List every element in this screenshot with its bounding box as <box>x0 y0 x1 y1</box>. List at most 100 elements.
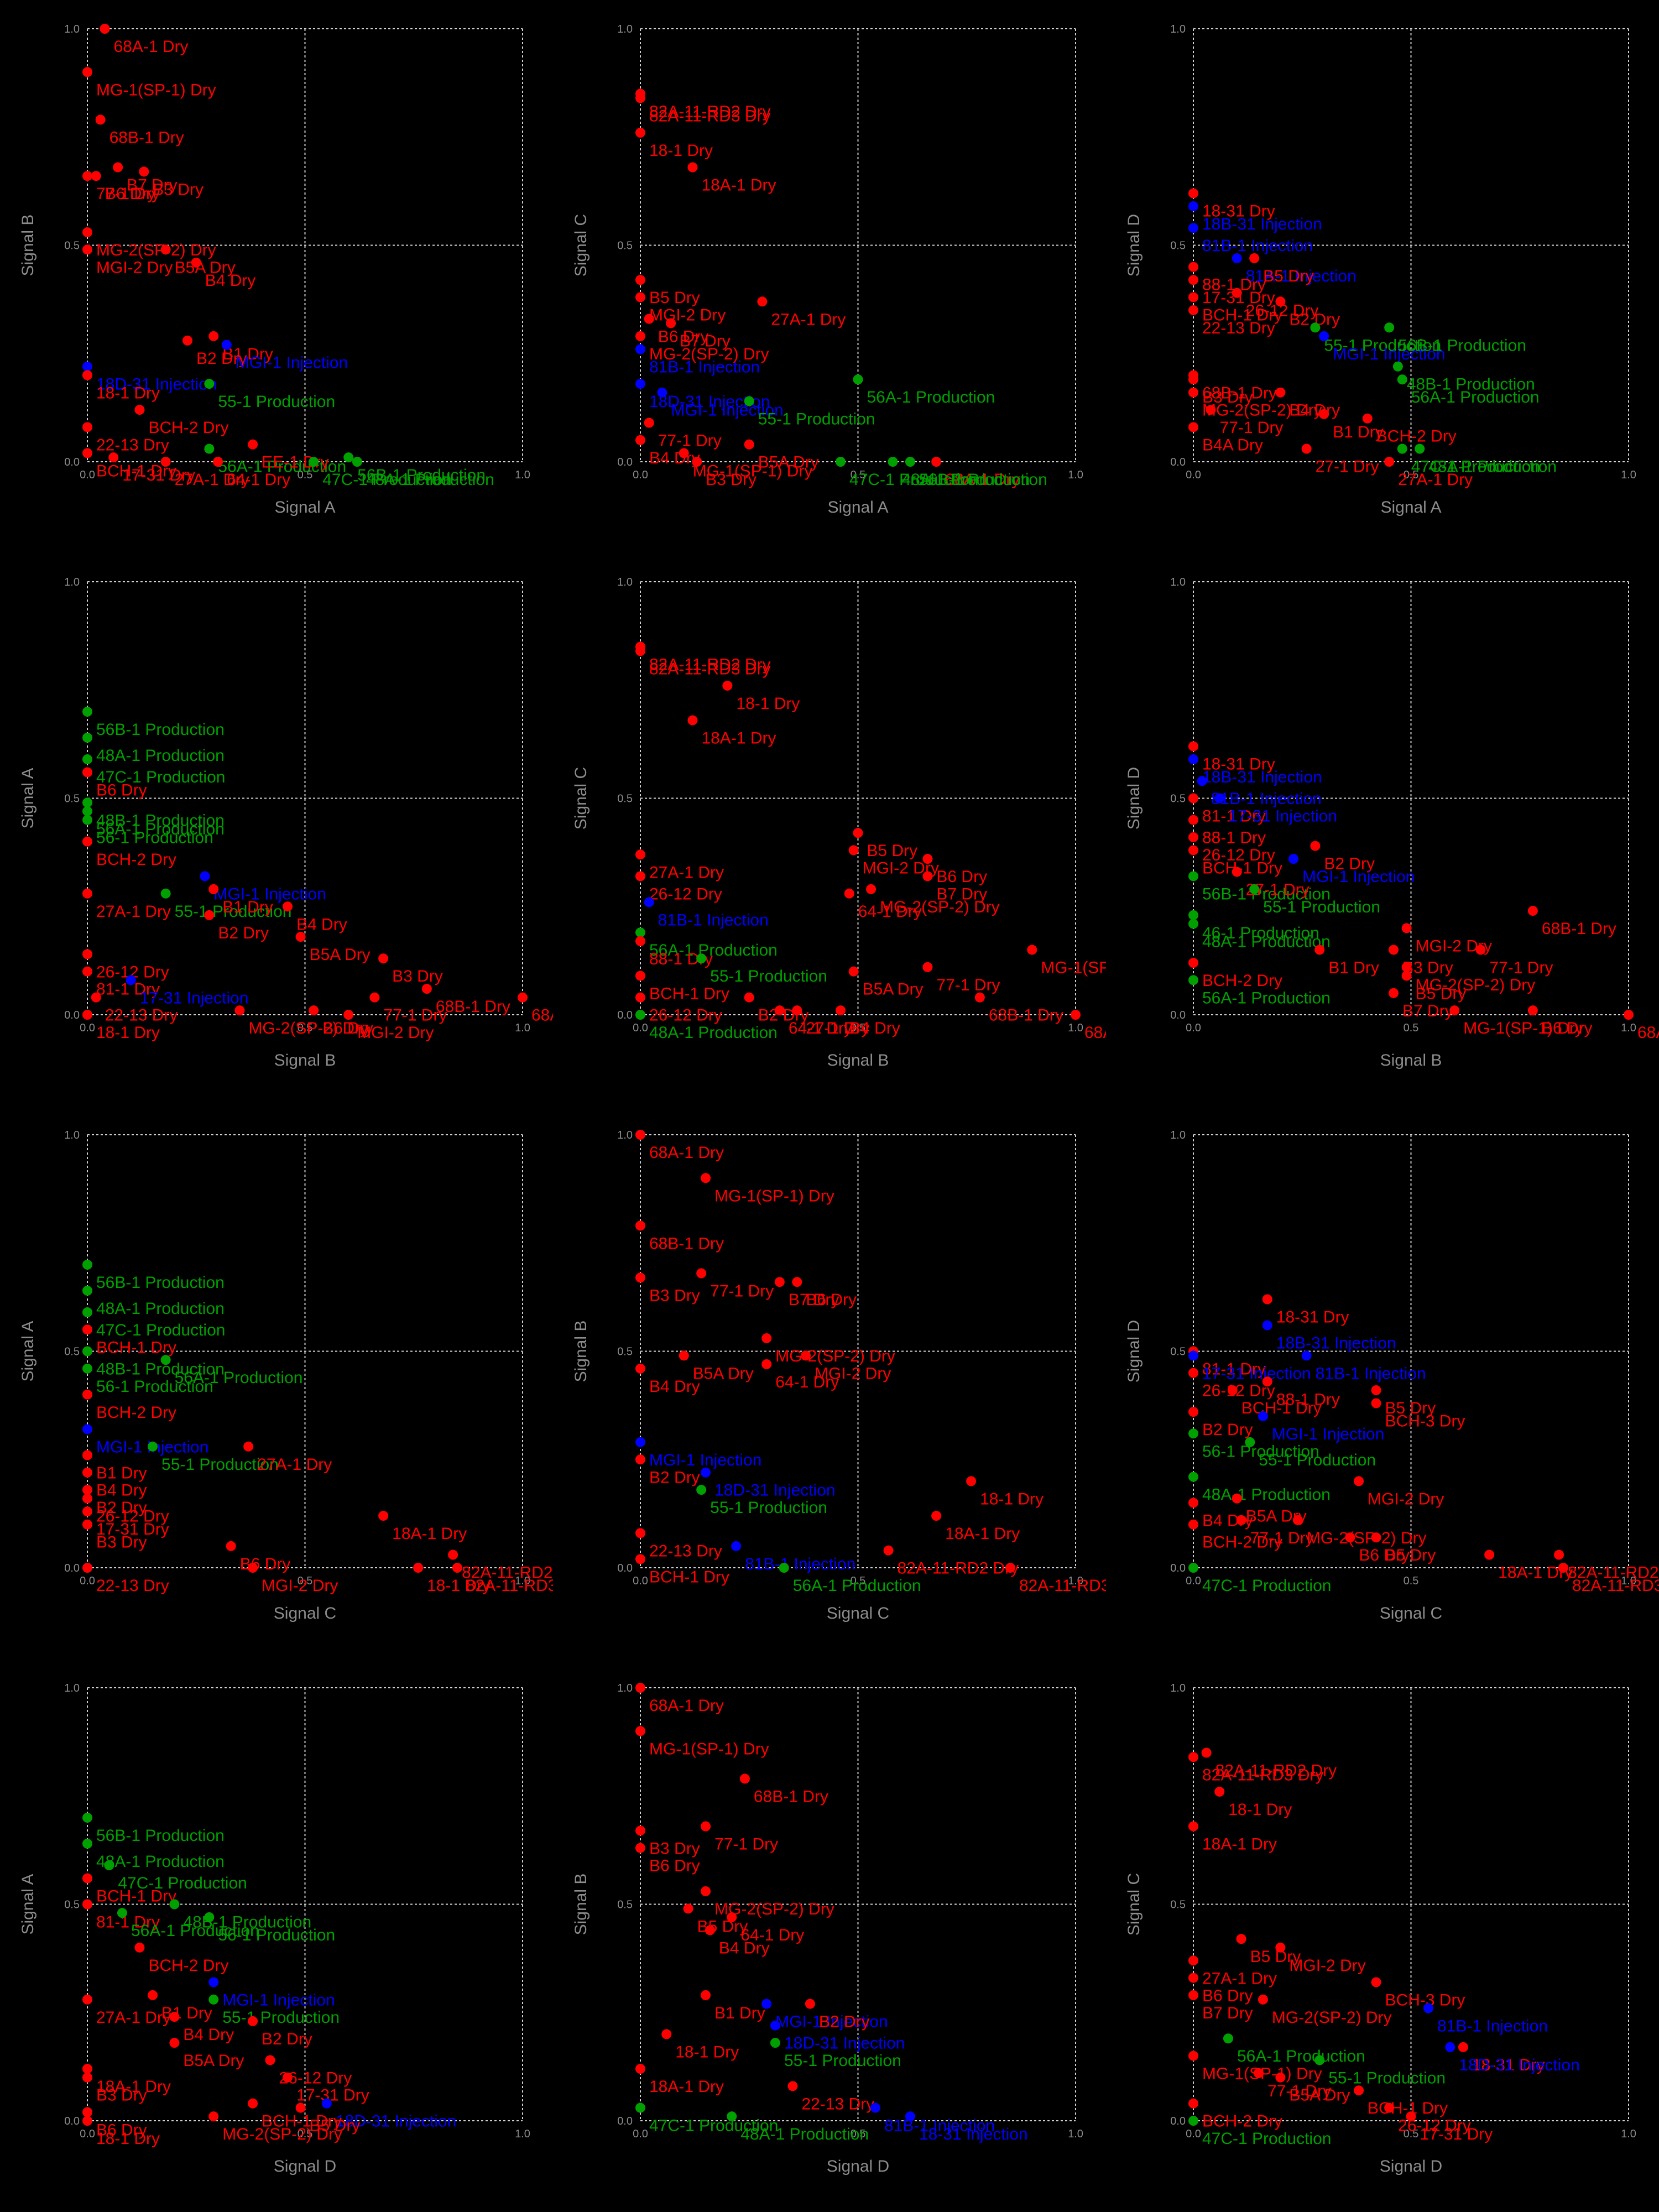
x-tick-label: 0.5 <box>851 2128 866 2140</box>
data-point <box>644 418 654 428</box>
data-point <box>770 2020 780 2031</box>
y-axis-label: Signal C <box>572 767 590 830</box>
data-point <box>635 275 645 285</box>
data-point <box>82 1485 92 1495</box>
point-label: B7 Dry <box>680 332 731 350</box>
point-label: 48A-1 Production <box>96 1853 225 1871</box>
data-point <box>1188 1821 1198 1832</box>
y-axis-label: Signal B <box>572 1321 590 1383</box>
point-label: MG-2(SP-2) Dry <box>1202 401 1322 420</box>
data-point <box>369 992 380 1003</box>
data-point <box>204 910 215 920</box>
data-point <box>774 1005 785 1016</box>
point-label: B2 Dry <box>1324 855 1375 873</box>
point-label: 56A-1 Production <box>649 941 778 959</box>
point-label: 55-1 Production <box>1324 336 1441 354</box>
data-point <box>1188 910 1198 920</box>
point-label: 47C-1 Production <box>322 471 451 489</box>
y-tick-label: 0.0 <box>64 456 80 468</box>
data-point <box>635 127 645 138</box>
data-point <box>1275 1942 1286 1953</box>
data-point <box>1005 1563 1015 1573</box>
data-point <box>82 361 92 372</box>
x-tick-label: 0.0 <box>80 469 95 481</box>
x-tick-label: 0.5 <box>298 469 313 481</box>
point-label: 26-12 Dry <box>1202 846 1275 864</box>
y-axis-label: Signal D <box>1125 1320 1143 1383</box>
point-label: B5A Dry <box>693 1364 754 1383</box>
data-point <box>1371 1385 1381 1395</box>
data-point <box>82 1363 92 1374</box>
point-label: 18-1 Dry <box>96 384 160 402</box>
data-point <box>779 1563 789 1573</box>
point-label: 18-31 Dry <box>1202 755 1275 774</box>
point-label: 81-1 Dry <box>1202 807 1266 826</box>
data-point <box>283 901 293 912</box>
data-point <box>226 1541 236 1551</box>
point-label: 68A-1 Dry <box>531 1006 553 1025</box>
data-point <box>1258 1411 1268 1421</box>
point-label: MG-2(SP-2) Dry <box>222 2125 342 2143</box>
data-point <box>1362 413 1373 424</box>
data-point <box>82 1899 92 1910</box>
data-point <box>687 715 698 726</box>
point-label: 47C-1 Production <box>1411 458 1540 476</box>
data-point <box>635 1454 645 1465</box>
point-label: MGI-2 Dry <box>1289 1957 1365 1975</box>
point-label: 18B-31 Injection <box>1276 1334 1396 1353</box>
point-label: 17-31 Dry <box>1420 2125 1493 2143</box>
x-tick-label: 1.0 <box>1068 2128 1083 2140</box>
point-label: 18-1 Dry <box>980 1490 1044 1508</box>
data-point <box>635 435 645 445</box>
point-label: 88-1 Dry <box>1276 1390 1340 1408</box>
data-point <box>1188 1752 1198 1762</box>
point-label: 56A-1 Production <box>1237 2047 1365 2065</box>
point-label: 82A-11-RD3 Dry <box>1202 1766 1324 1784</box>
data-point <box>234 1005 245 1016</box>
point-label: 82A-11-RD2 Dry <box>898 1559 1019 1578</box>
data-point <box>200 871 210 881</box>
data-point <box>1389 988 1399 998</box>
point-label: 17-31 Injection <box>140 989 249 1007</box>
data-point <box>1071 1010 1081 1020</box>
data-point <box>774 1277 785 1287</box>
point-label: 18-1 Dry <box>1228 1801 1292 1819</box>
point-label: B2 Dry <box>1202 1421 1253 1439</box>
data-point <box>1554 1550 1564 1560</box>
data-point <box>1275 296 1286 307</box>
point-label: MG-1(SP-1) Dry <box>1463 1019 1583 1037</box>
point-label: 18-1 Dry <box>649 142 713 160</box>
y-tick-label: 1.0 <box>64 1129 80 1141</box>
data-point <box>801 1350 811 1361</box>
point-label: 77-1 Dry <box>1489 959 1553 977</box>
point-label: B5 Dry <box>867 842 918 860</box>
data-point <box>91 992 101 1003</box>
data-point <box>1301 1350 1312 1361</box>
data-point <box>182 335 193 346</box>
point-label: 82A-11-RD2 Dry <box>1215 1761 1337 1780</box>
y-tick-label: 0.5 <box>617 240 633 252</box>
point-label: 56-1 Production <box>218 1926 335 1944</box>
y-tick-label: 1.0 <box>64 23 80 35</box>
data-point <box>82 1424 92 1434</box>
point-label: B3 Dry <box>392 967 443 985</box>
x-tick-label: 0.0 <box>633 1022 648 1034</box>
data-point <box>1401 962 1412 972</box>
data-point <box>91 171 101 181</box>
point-label: 55-1 Production <box>175 902 292 921</box>
point-label: 26-12 Dry <box>96 1507 169 1526</box>
data-point <box>204 379 215 389</box>
point-label: 46-1 Production <box>1202 924 1319 942</box>
point-label: 18-31 Injection <box>919 2125 1028 2143</box>
data-point <box>1188 1472 1198 1482</box>
data-point <box>683 1903 693 1914</box>
x-tick-label: 1.0 <box>515 1575 530 1587</box>
point-label: BCH-1 Dry <box>1202 859 1282 877</box>
data-point <box>1232 1493 1242 1504</box>
point-label: B2 Dry <box>819 2013 870 2031</box>
x-axis-label: Signal D <box>1380 2157 1442 2176</box>
x-tick-label: 1.0 <box>1621 2128 1636 2140</box>
point-label: MGI-1 Injection <box>1333 345 1445 363</box>
data-point <box>744 396 754 406</box>
data-point <box>635 2103 645 2113</box>
